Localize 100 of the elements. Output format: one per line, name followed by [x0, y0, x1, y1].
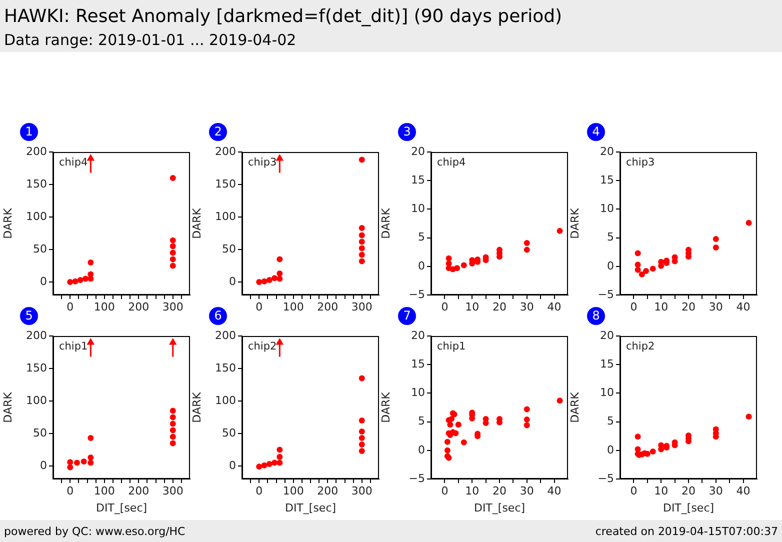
point: [276, 256, 283, 262]
annotation: chip4: [59, 156, 88, 169]
x-tick-label: 30: [520, 300, 534, 314]
point: [358, 258, 365, 264]
x-tick-label: 200: [317, 484, 338, 498]
point: [454, 265, 460, 272]
point: [276, 270, 283, 277]
point: [276, 460, 283, 466]
x-axis-title: DIT_[sec]: [284, 501, 336, 514]
point: [444, 438, 450, 445]
point: [256, 279, 262, 285]
x-tick-label: 40: [736, 300, 750, 314]
y-tick-label: 15: [411, 173, 425, 186]
point: [276, 446, 283, 453]
x-axis-title: DIT_[sec]: [662, 501, 714, 514]
point: [452, 430, 459, 436]
y-axis-title: DARK: [568, 207, 582, 239]
point: [358, 435, 365, 442]
point: [67, 279, 74, 285]
point: [170, 440, 176, 446]
y-axis-title: DARK: [379, 391, 392, 423]
y-tick-label: 200: [215, 144, 236, 158]
y-tick-label: 0: [607, 259, 614, 272]
x-tick-label: 200: [317, 300, 338, 314]
point: [746, 414, 752, 420]
x-tick-label: 30: [520, 484, 534, 498]
y-tick-label: 200: [215, 328, 236, 342]
point: [446, 255, 452, 262]
x-tick-label: 300: [351, 484, 372, 498]
y-tick-label: 0: [418, 259, 425, 272]
x-tick-label: 30: [708, 484, 723, 498]
x-tick-label: 300: [351, 300, 372, 314]
x-tick-label: 10: [654, 300, 668, 314]
chart-title: 7: [403, 308, 411, 323]
y-tick-label: 150: [26, 361, 47, 374]
point: [276, 154, 284, 161]
point: [460, 439, 467, 446]
point: [77, 277, 84, 284]
x-tick-label: 10: [465, 300, 480, 314]
y-tick-label: 150: [215, 177, 236, 190]
point: [448, 416, 455, 422]
y-tick-label: 5: [418, 414, 425, 428]
y-tick-label: 5: [607, 414, 614, 428]
point: [358, 232, 365, 238]
x-tick-label: 200: [128, 300, 150, 314]
y-tick-label: 150: [26, 177, 47, 190]
x-tick-label: 0: [441, 300, 448, 314]
y-tick-label: 200: [26, 328, 47, 342]
chart-title: 3: [403, 124, 411, 139]
x-tick-label: 40: [736, 484, 750, 498]
y-tick-label: 50: [222, 242, 236, 256]
annotation: chip1: [437, 340, 466, 353]
point: [358, 238, 365, 245]
point: [358, 428, 365, 435]
y-tick-label: 50: [33, 242, 47, 256]
point: [358, 156, 365, 163]
x-tick-label: 0: [256, 484, 263, 498]
x-tick-label: 0: [441, 484, 448, 498]
point: [358, 245, 365, 252]
point: [261, 462, 268, 468]
x-tick-label: 20: [492, 484, 506, 498]
point: [272, 275, 278, 282]
x-tick-label: 300: [162, 300, 184, 314]
text: powered by QC: www.eso.org/HC: [4, 525, 186, 538]
point: [712, 236, 719, 242]
x-tick-label: 40: [547, 484, 562, 498]
x-tick-label: 40: [547, 300, 562, 314]
y-tick-label: 0: [229, 458, 236, 472]
point: [266, 461, 272, 468]
y-tick-label: 10: [411, 386, 425, 400]
point: [638, 271, 645, 278]
point: [524, 406, 530, 412]
y-tick-label: −5: [598, 472, 614, 485]
x-tick-label: 20: [682, 300, 696, 314]
point: [358, 418, 365, 424]
point: [634, 262, 641, 268]
annotation: chip3: [248, 156, 277, 169]
y-axis-title: DARK: [190, 391, 204, 423]
y-axis-title: DARK: [190, 207, 204, 239]
x-tick-label: 10: [465, 484, 480, 498]
x-axis-title: DIT_[sec]: [474, 501, 526, 514]
y-tick-label: 10: [600, 202, 614, 216]
x-tick-label: 100: [282, 484, 304, 498]
y-tick-label: 150: [215, 361, 236, 374]
point: [460, 262, 467, 268]
y-tick-label: 0: [40, 458, 47, 472]
point: [556, 398, 563, 404]
x-tick-label: 0: [630, 484, 638, 498]
point: [524, 422, 530, 428]
point: [524, 240, 530, 246]
y-axis-title: DARK: [1, 391, 14, 423]
y-tick-label: 20: [600, 328, 614, 342]
x-tick-label: 30: [708, 300, 723, 314]
point: [168, 338, 177, 345]
annotation: chip2: [248, 340, 277, 353]
point: [170, 256, 176, 262]
y-tick-label: 0: [229, 274, 236, 288]
y-tick-label: 0: [40, 274, 47, 288]
y-tick-label: 15: [600, 173, 614, 186]
chart-title: 1: [25, 124, 33, 139]
